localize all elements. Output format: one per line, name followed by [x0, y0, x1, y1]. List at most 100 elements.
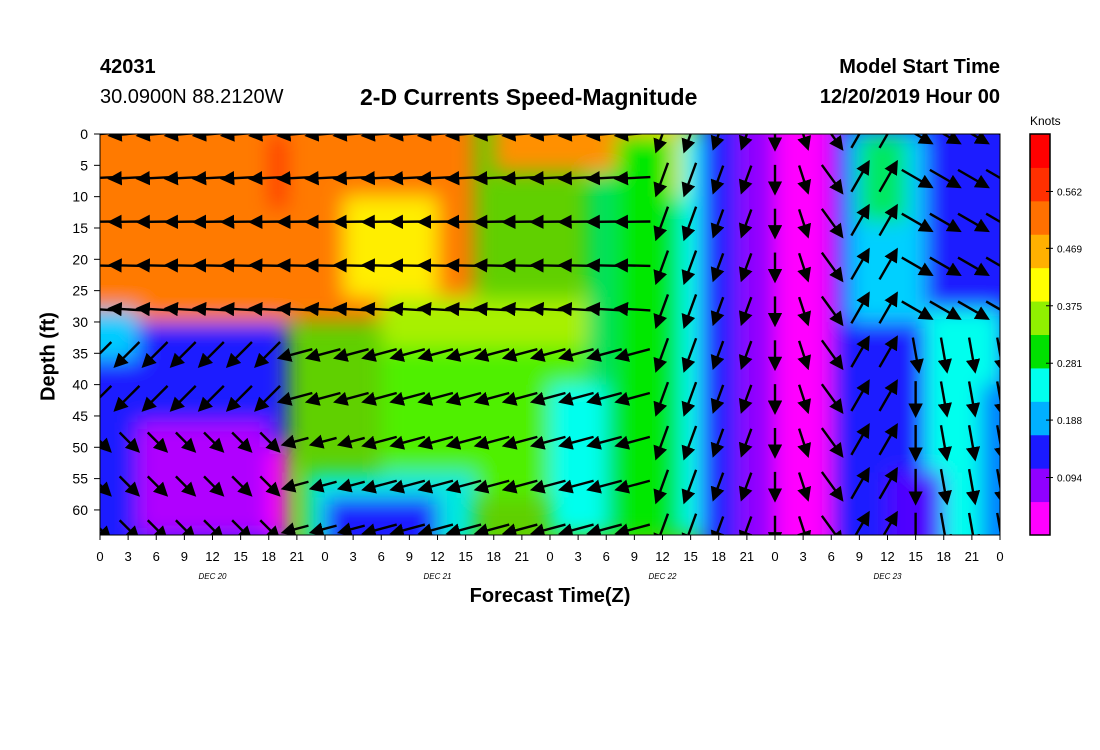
current-arrow-195: [614, 347, 651, 362]
current-arrow-111: [388, 170, 426, 186]
current-arrow-302: [929, 212, 962, 233]
colorbar-tick-label: 0.094: [1057, 474, 1082, 485]
current-arrow-9: [100, 525, 112, 535]
current-arrow-233: [738, 252, 753, 283]
current-arrow-321: [985, 168, 1000, 180]
current-arrow-61: [247, 170, 285, 186]
current-arrow-80: [304, 134, 339, 142]
current-arrow-33: [163, 258, 201, 273]
current-arrow-56: [225, 384, 253, 412]
current-arrow-130: [444, 134, 480, 142]
current-arrow-143: [472, 258, 510, 273]
x-tick-label: 15: [233, 549, 247, 564]
x-tick-label: 0: [546, 549, 553, 564]
current-arrow-271: [850, 159, 870, 193]
current-arrow-38: [175, 475, 197, 497]
current-arrow-48: [203, 475, 225, 497]
current-arrow-310: [969, 134, 990, 145]
current-arrow-289: [882, 510, 898, 535]
current-arrow-239: [738, 516, 753, 535]
colorbar-units: Knots: [1030, 114, 1061, 128]
colorbar-segment: [1030, 234, 1050, 269]
current-arrow-260: [829, 134, 844, 151]
current-arrow-287: [878, 423, 898, 456]
current-arrow-209: [653, 513, 670, 535]
current-arrow-57: [231, 431, 253, 453]
current-arrow-317: [965, 425, 981, 462]
model-start-label: Model Start Time: [839, 56, 1000, 78]
current-arrow-291: [901, 168, 934, 189]
current-arrow-213: [681, 250, 698, 286]
x-tick-label: 3: [125, 549, 132, 564]
speed-region-13: [137, 422, 269, 535]
current-arrow-43: [191, 258, 229, 273]
current-arrow-171: [557, 170, 595, 186]
x-tick-label: 15: [458, 549, 472, 564]
x-tick-label: 0: [996, 549, 1003, 564]
current-arrow-214: [681, 293, 698, 329]
colorbar-segment: [1030, 434, 1050, 469]
x-tick-label: 21: [965, 549, 979, 564]
current-arrow-68: [259, 475, 281, 497]
current-arrow-110: [388, 134, 424, 142]
colorbar-frame: [1029, 133, 1051, 536]
current-arrow-222: [710, 209, 725, 239]
y-tick-label: 35: [72, 345, 88, 361]
y-tick-label: 55: [72, 471, 88, 487]
date-label: DEC 21: [423, 572, 451, 581]
current-arrow-6: [100, 384, 113, 412]
x-tick-label: 3: [350, 549, 357, 564]
current-arrow-276: [850, 379, 870, 412]
current-arrow-5: [100, 341, 113, 369]
current-arrow-312: [957, 212, 990, 233]
y-tick-label: 45: [72, 408, 88, 424]
current-arrow-36: [169, 384, 197, 412]
x-tick-label: 9: [856, 549, 863, 564]
current-arrow-88: [308, 478, 337, 493]
colorbar-tick-label: 0.469: [1057, 244, 1082, 255]
x-tick-label: 18: [712, 549, 726, 564]
current-arrow-319: [965, 512, 981, 535]
current-arrow-219: [681, 513, 698, 535]
current-arrow-280: [878, 134, 889, 149]
current-arrow-25: [141, 341, 169, 369]
speed-region-6: [381, 296, 588, 348]
current-arrow-252: [797, 208, 812, 239]
current-arrow-78: [280, 478, 309, 493]
current-arrow-100: [360, 134, 396, 142]
current-arrow-87: [308, 434, 337, 449]
x-tick-label: 6: [378, 549, 385, 564]
x-tick-label: 9: [631, 549, 638, 564]
current-arrow-196: [614, 391, 651, 406]
current-arrow-29: [146, 519, 169, 535]
y-tick-label: 50: [72, 439, 88, 455]
current-arrow-161: [529, 170, 567, 186]
current-arrow-234: [738, 296, 753, 327]
station-id: 42031: [100, 56, 156, 78]
current-arrow-199: [614, 523, 651, 535]
current-arrow-194: [613, 301, 651, 317]
current-arrow-41: [191, 170, 229, 186]
current-arrow-181: [585, 170, 623, 186]
vector-arrows: [100, 134, 1000, 535]
speed-region-11: [100, 309, 138, 360]
current-arrow-237: [738, 428, 753, 458]
current-arrow-227: [710, 428, 725, 458]
x-tick-label: 12: [430, 549, 444, 564]
x-tick-label: 0: [321, 549, 328, 564]
y-tick-label: 40: [72, 377, 88, 393]
y-tick-label: 10: [72, 189, 88, 205]
colorbar-segment: [1030, 267, 1050, 302]
current-arrow-315: [965, 337, 981, 374]
current-arrow-272: [850, 203, 870, 237]
current-arrow-235: [738, 340, 753, 371]
current-arrow-207: [653, 425, 670, 461]
current-arrow-55: [225, 341, 253, 369]
current-arrow-273: [850, 247, 870, 281]
current-arrow-65: [254, 341, 281, 369]
current-arrow-311: [957, 168, 990, 189]
current-arrow-101: [360, 170, 398, 186]
current-arrow-220: [710, 134, 725, 151]
y-tick-label: 60: [72, 502, 88, 518]
x-tick-label: 15: [683, 549, 697, 564]
